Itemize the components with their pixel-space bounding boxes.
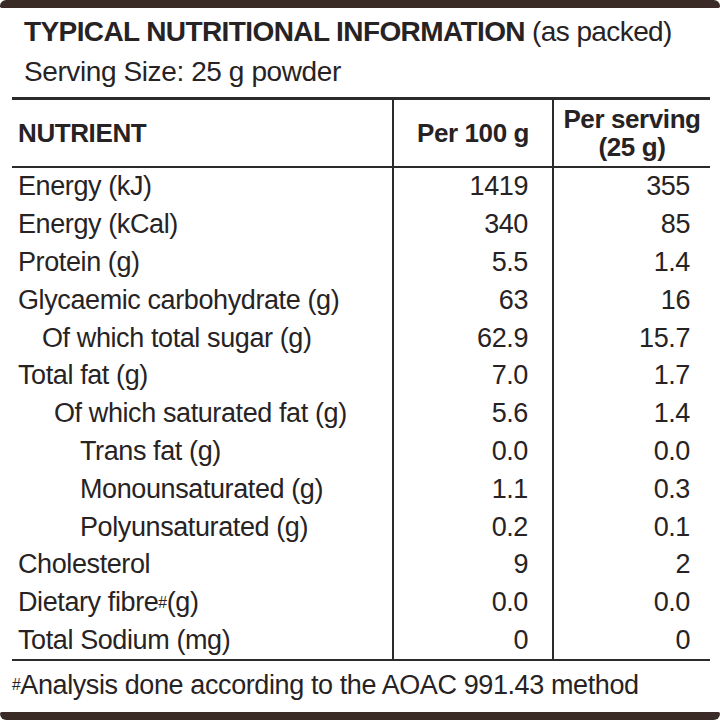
table-row: Trans fat (g)0.00.0 <box>12 433 710 471</box>
value-per-serving: 0.3 <box>552 470 710 508</box>
value-per-100g: 0.0 <box>392 584 552 622</box>
column-header-nutrient: NUTRIENT <box>12 100 392 166</box>
nutrient-name: Protein (g) <box>12 244 392 282</box>
nutrition-label: TYPICAL NUTRITIONAL INFORMATION (as pack… <box>0 0 720 720</box>
value-per-serving: 16 <box>552 281 710 319</box>
value-per-serving: 0.0 <box>552 584 710 622</box>
nutrient-name: Energy (kJ) <box>12 168 392 206</box>
value-per-serving: 1.4 <box>552 395 710 433</box>
nutrient-name: Total Sodium (mg) <box>12 622 392 660</box>
nutrient-name: Energy (kCal) <box>12 206 392 244</box>
value-per-100g: 5.6 <box>392 395 552 433</box>
nutrient-name: Cholesterol <box>12 546 392 584</box>
table-row: Protein (g)5.51.4 <box>12 244 710 282</box>
table-row: Cholesterol92 <box>12 546 710 584</box>
table-body: Energy (kJ)1419355Energy (kCal)34085Prot… <box>12 168 710 659</box>
value-per-100g: 0.0 <box>392 433 552 471</box>
table-header-row: NUTRIENT Per 100 g Per serving (25 g) <box>12 100 710 168</box>
value-per-serving: 2 <box>552 546 710 584</box>
per-100g-label: Per 100 g <box>417 119 529 147</box>
table-row: Total fat (g)7.01.7 <box>12 357 710 395</box>
nutrient-name: Glycaemic carbohydrate (g) <box>12 281 392 319</box>
table-row: Of which saturated fat (g)5.61.4 <box>12 395 710 433</box>
value-per-100g: 9 <box>392 546 552 584</box>
value-per-100g: 62.9 <box>392 319 552 357</box>
value-per-100g: 1419 <box>392 168 552 206</box>
nutrient-name: Total fat (g) <box>12 357 392 395</box>
top-accent-bar <box>0 0 720 8</box>
bottom-accent-bar <box>0 712 720 720</box>
table-row: Energy (kJ)1419355 <box>12 168 710 206</box>
value-per-100g: 340 <box>392 206 552 244</box>
column-header-per-serving: Per serving (25 g) <box>552 100 710 166</box>
title-bold-text: TYPICAL NUTRITIONAL INFORMATION <box>24 16 525 47</box>
nutrition-table: NUTRIENT Per 100 g Per serving (25 g) En… <box>12 97 710 661</box>
title-regular-text: (as packed) <box>525 16 672 47</box>
table-row: Total Sodium (mg)00 <box>12 622 710 660</box>
value-per-serving: 15.7 <box>552 319 710 357</box>
value-per-serving: 0.0 <box>552 433 710 471</box>
nutrient-name: Monounsaturated (g) <box>12 470 392 508</box>
value-per-100g: 63 <box>392 281 552 319</box>
nutrient-name: Trans fat (g) <box>12 433 392 471</box>
value-per-100g: 0 <box>392 622 552 660</box>
nutrient-name: Of which total sugar (g) <box>12 319 392 357</box>
per-serving-label-line2: (25 g) <box>599 133 666 161</box>
nutrient-name: Dietary fibre# (g) <box>12 584 392 622</box>
value-per-serving: 355 <box>552 168 710 206</box>
per-serving-label-line1: Per serving <box>563 105 700 133</box>
value-per-100g: 0.2 <box>392 508 552 546</box>
table-row: Energy (kCal)34085 <box>12 206 710 244</box>
table-row: Monounsaturated (g)1.10.3 <box>12 470 710 508</box>
serving-size-text: Serving Size: 25 g powder <box>24 56 341 88</box>
footnote: #Analysis done according to the AOAC 991… <box>12 662 708 708</box>
value-per-100g: 1.1 <box>392 470 552 508</box>
value-per-100g: 5.5 <box>392 244 552 282</box>
table-row: Dietary fibre# (g)0.00.0 <box>12 584 710 622</box>
page-title: TYPICAL NUTRITIONAL INFORMATION (as pack… <box>24 16 712 48</box>
value-per-serving: 0 <box>552 622 710 660</box>
value-per-serving: 1.7 <box>552 357 710 395</box>
value-per-serving: 0.1 <box>552 508 710 546</box>
value-per-serving: 1.4 <box>552 244 710 282</box>
table-row: Polyunsaturated (g)0.20.1 <box>12 508 710 546</box>
value-per-serving: 85 <box>552 206 710 244</box>
nutrient-name: Of which saturated fat (g) <box>12 395 392 433</box>
footnote-text: Analysis done according to the AOAC 991.… <box>20 670 638 701</box>
value-per-100g: 7.0 <box>392 357 552 395</box>
nutrient-name: Polyunsaturated (g) <box>12 508 392 546</box>
table-row: Of which total sugar (g)62.915.7 <box>12 319 710 357</box>
column-header-per-100g: Per 100 g <box>392 100 552 166</box>
table-row: Glycaemic carbohydrate (g)6316 <box>12 281 710 319</box>
